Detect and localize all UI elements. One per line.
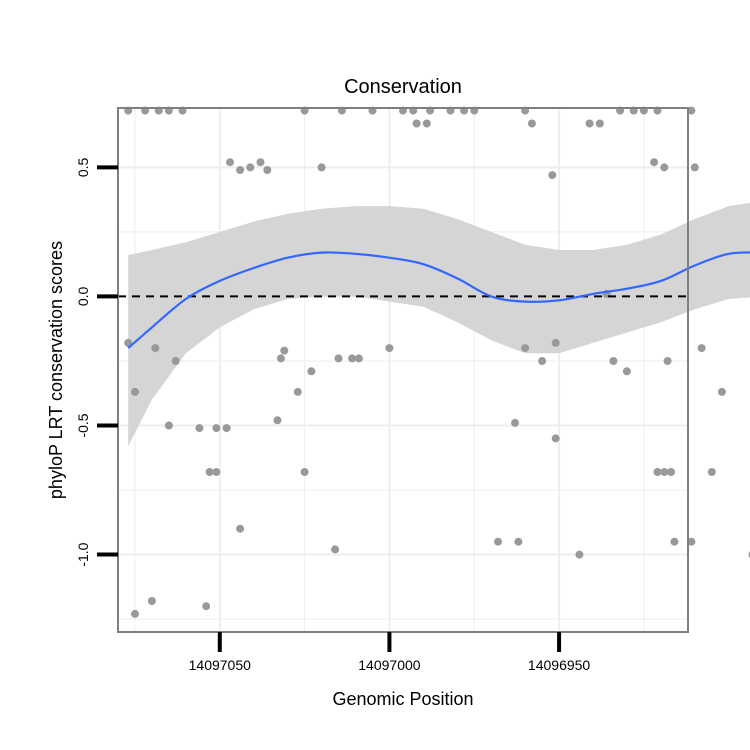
data-point — [317, 163, 326, 172]
data-point — [551, 338, 560, 347]
data-point — [521, 344, 530, 353]
data-point — [687, 537, 696, 546]
data-point — [256, 158, 265, 167]
data-point — [653, 468, 662, 476]
data-point — [687, 106, 696, 115]
data-point — [707, 468, 716, 476]
data-point — [205, 468, 214, 476]
y-tick-label: 0.5 — [75, 157, 91, 177]
data-point — [670, 537, 679, 546]
confidence-band — [128, 202, 750, 447]
data-point — [663, 357, 672, 365]
data-point — [280, 346, 289, 355]
grid — [118, 108, 688, 632]
data-point — [236, 524, 245, 533]
x-tick-label: 14097000 — [358, 657, 421, 673]
data-point — [348, 354, 357, 363]
x-tick-label: 14096950 — [528, 657, 591, 673]
smooth-curve-layer — [127, 251, 750, 349]
data-point — [212, 424, 221, 433]
data-point — [151, 344, 160, 353]
data-point — [354, 354, 363, 363]
confidence-band-layer — [128, 202, 750, 447]
data-point — [412, 119, 421, 128]
data-point — [202, 602, 211, 611]
data-point — [650, 158, 659, 167]
x-axis-title: Genomic Position — [332, 689, 473, 709]
data-point — [263, 166, 272, 174]
data-point — [236, 166, 245, 174]
data-point — [609, 357, 618, 365]
data-point — [514, 537, 523, 546]
data-point — [575, 550, 584, 559]
data-point — [538, 357, 547, 365]
data-point — [422, 119, 431, 128]
data-point — [300, 468, 309, 476]
data-point — [293, 387, 302, 396]
data-point — [164, 421, 173, 430]
smooth-curve — [127, 251, 750, 349]
data-point — [585, 119, 594, 128]
data-point — [171, 357, 180, 365]
data-point — [494, 537, 502, 546]
y-tick-label: -0.5 — [75, 413, 91, 437]
data-point — [511, 418, 519, 427]
x-tick-label: 14097050 — [189, 657, 252, 673]
points-layer — [124, 106, 750, 618]
data-point — [276, 354, 285, 363]
data-point — [385, 344, 394, 353]
data-point — [334, 354, 343, 363]
data-point — [147, 597, 156, 605]
data-point — [717, 387, 726, 396]
plot-panel-border — [117, 107, 689, 633]
data-point — [212, 468, 221, 476]
y-axis: 0.5 0.0 -0.5 -1.0 — [75, 157, 118, 567]
data-point — [622, 367, 631, 376]
data-point — [131, 609, 139, 618]
y-tick-label: -1.0 — [75, 542, 91, 566]
data-point — [660, 468, 669, 476]
data-point — [222, 424, 231, 433]
y-axis-title: phyloP LRT conservation scores — [46, 241, 66, 499]
data-point — [660, 163, 669, 172]
data-point — [331, 545, 340, 554]
data-point — [697, 344, 706, 353]
data-point — [226, 158, 234, 167]
data-point — [548, 171, 557, 180]
data-point — [131, 387, 139, 396]
data-point — [527, 119, 536, 128]
data-point — [246, 163, 255, 172]
data-point — [307, 367, 316, 376]
data-point — [667, 468, 675, 476]
data-point — [551, 434, 560, 443]
chart-title: Conservation — [344, 76, 462, 98]
data-point — [273, 416, 282, 425]
data-point — [195, 424, 204, 433]
x-axis: 14097050 14097000 14096950 — [189, 632, 591, 673]
data-point — [595, 119, 604, 128]
data-point — [690, 163, 699, 172]
y-tick-label: 0.0 — [75, 286, 91, 306]
